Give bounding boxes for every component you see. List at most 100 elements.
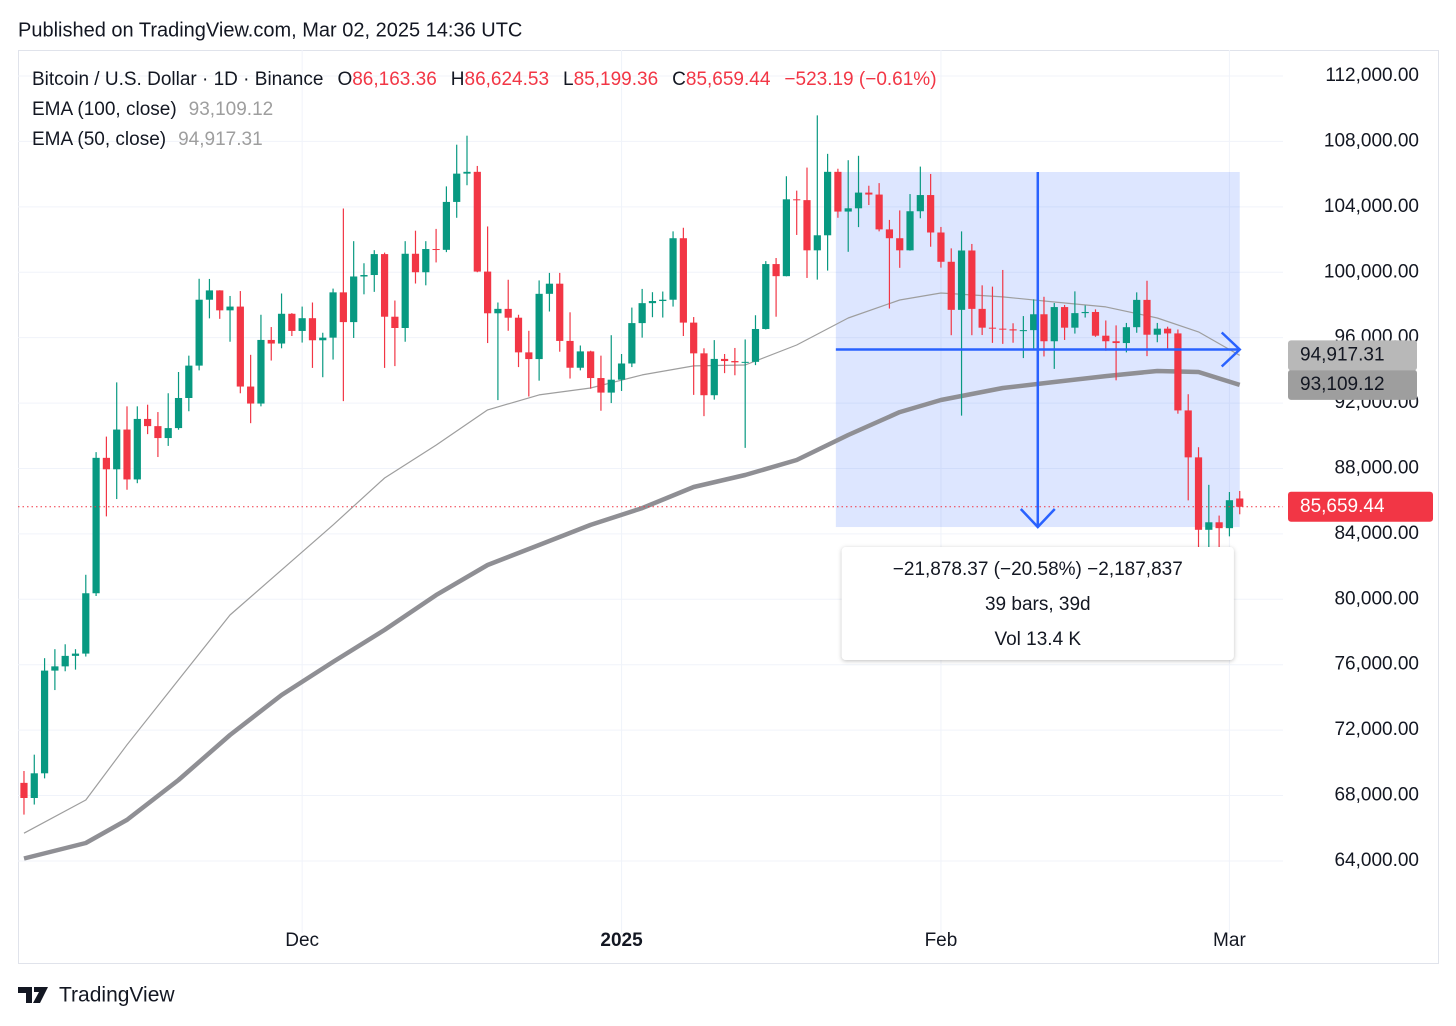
candle-body	[463, 171, 471, 174]
candle-body	[267, 339, 275, 344]
candle-body	[648, 301, 657, 304]
measure-v-arrow	[1019, 508, 1056, 529]
y-tick-label: 72,000.00	[1334, 719, 1419, 740]
legend-change: −523.19 (−0.61%)	[784, 69, 936, 90]
y-tick-label: 84,000.00	[1334, 523, 1419, 544]
candle-body	[525, 352, 533, 360]
candle-body	[607, 379, 615, 393]
x-tick-label: Dec	[285, 930, 319, 951]
candle-body	[885, 229, 894, 239]
ema-line	[23, 292, 1240, 834]
candle-body	[339, 292, 347, 323]
candle-body	[380, 254, 389, 317]
ema-price-label: 93,109.12	[1300, 374, 1385, 395]
y-tick-label: 76,000.00	[1334, 654, 1419, 675]
candle-body	[185, 365, 193, 398]
candle-body	[957, 250, 966, 310]
candle-body	[566, 340, 574, 368]
candle-body	[772, 264, 780, 277]
candle-body	[277, 313, 286, 344]
candle-body	[288, 313, 296, 331]
candle-body	[720, 358, 729, 362]
candle-body	[1215, 522, 1223, 529]
candle-body	[988, 327, 997, 329]
candle-body	[927, 195, 935, 233]
candle-body	[1071, 313, 1079, 328]
candle-body	[71, 653, 80, 656]
legend-series-value: 94,917.31	[178, 129, 263, 150]
y-tick-label: 108,000.00	[1324, 130, 1419, 151]
candle-body	[164, 428, 172, 439]
candle-body	[834, 171, 842, 212]
published-note: Published on TradingView.com, Mar 02, 20…	[18, 19, 522, 41]
y-tick-label: 64,000.00	[1334, 850, 1419, 871]
candle-body	[319, 337, 327, 341]
candle-body	[401, 253, 409, 329]
candle-body	[123, 429, 131, 480]
candle-body	[504, 308, 512, 318]
candle-body	[350, 276, 358, 323]
candle-body	[226, 306, 234, 311]
legend-key: H	[451, 69, 465, 90]
candle-body	[628, 323, 636, 364]
legend-key: L	[563, 69, 574, 90]
candle-body	[1194, 457, 1203, 530]
candle-body	[813, 235, 821, 251]
candle-body	[947, 261, 955, 310]
candle-body	[1133, 299, 1141, 328]
last-price-box	[1288, 491, 1433, 522]
candle-body	[1060, 307, 1069, 328]
legend-series: EMA (50, close) 94,917.31	[32, 129, 263, 150]
candle-body	[247, 386, 255, 404]
candle-body	[731, 361, 739, 363]
candle-body	[638, 303, 646, 324]
footer-logo: TradingView	[18, 984, 175, 1007]
candle-body	[144, 418, 152, 427]
last-price-label: 85,659.44	[1300, 496, 1385, 517]
brand: TradingView	[59, 984, 175, 1007]
candle-body	[1122, 327, 1130, 344]
candle-body	[803, 200, 811, 251]
candle-body	[793, 199, 801, 201]
candle-body	[865, 192, 873, 195]
candle-body	[195, 299, 203, 366]
candle-body	[329, 292, 337, 338]
y-tick-label: 80,000.00	[1334, 588, 1419, 609]
candle-body	[370, 254, 378, 276]
measure-label: −21,878.37 (−20.58%) −2,187,837	[893, 559, 1183, 580]
candle-body	[535, 293, 543, 360]
legend-value: 85,659.44	[686, 69, 771, 90]
candle-body	[916, 195, 924, 212]
candle-body	[1153, 328, 1161, 335]
candle-body	[659, 299, 667, 302]
candle-body	[690, 322, 698, 354]
candle-body	[391, 316, 399, 329]
candle-body	[473, 171, 481, 272]
candle-body	[1009, 329, 1017, 331]
candle-body	[587, 351, 595, 379]
candle-body	[40, 670, 49, 774]
candle-body	[484, 271, 492, 314]
candle-body	[906, 211, 914, 251]
candle-body	[1164, 328, 1172, 334]
legend-value: 86,163.36	[352, 69, 437, 90]
y-tick-label: 100,000.00	[1324, 261, 1419, 282]
candle-body	[216, 290, 224, 311]
candle-body	[174, 397, 183, 429]
legend-value: 85,199.36	[574, 69, 659, 90]
candle-body	[782, 199, 790, 277]
ema-line	[23, 368, 1241, 861]
measure-label: 39 bars, 39d	[985, 594, 1091, 615]
candle-body	[1040, 314, 1048, 342]
candle-body	[875, 194, 883, 230]
candle-body	[82, 593, 90, 654]
candle-body	[1030, 314, 1038, 331]
candle-body	[844, 208, 852, 212]
x-tick-label: Mar	[1213, 930, 1246, 951]
overlay: 64,000.00 68,000.00 72,000.00 76,000.00 80,0…	[18, 65, 1433, 951]
candle-body	[1184, 410, 1192, 458]
legend-series-name: EMA (50, close)	[32, 129, 166, 150]
candle-body	[257, 339, 265, 404]
candle-body	[999, 328, 1007, 330]
